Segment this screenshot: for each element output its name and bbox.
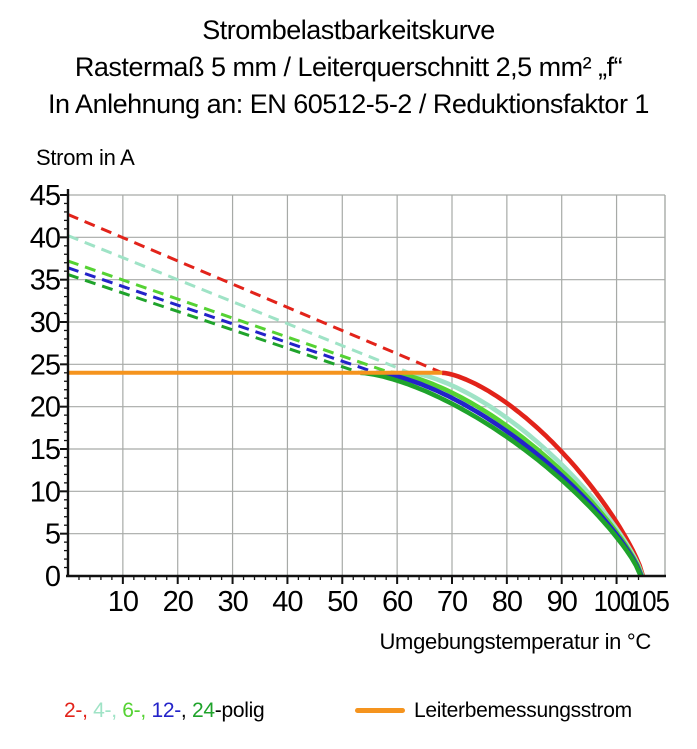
x-tick-label-90: 90	[547, 586, 577, 618]
y-tick-label-45: 45	[30, 180, 60, 212]
rated-current-swatch	[355, 708, 405, 713]
y-tick-label-20: 20	[30, 392, 60, 424]
curve-dashed-2-polig	[67, 213, 443, 375]
y-axis-title: Strom in A	[36, 145, 135, 170]
legend-pole-segment: 24	[192, 699, 215, 722]
legend-pole-segment: 6-,	[116, 699, 146, 722]
curve-dashed-4-polig	[67, 234, 411, 375]
curve-solid-6-polig	[390, 370, 644, 577]
y-tick-label-0: 0	[45, 561, 60, 593]
y-tick-label-40: 40	[30, 222, 60, 254]
chart-title-block: Strombelastbarkeitskurve Rastermaß 5 mm …	[0, 12, 697, 123]
y-tick-label-25: 25	[30, 349, 60, 381]
curve-dashed-6-polig	[67, 259, 392, 375]
x-axis-title: Umgebungstemperatur in °C	[379, 629, 651, 654]
axes	[60, 189, 666, 584]
chart-title-line1: Strombelastbarkeitskurve	[202, 15, 495, 45]
y-tick-label-30: 30	[30, 307, 60, 339]
legend-pole-segment: 4-,	[87, 699, 117, 722]
curve-solid-4-polig	[409, 370, 645, 577]
y-tick-label-10: 10	[30, 476, 60, 508]
x-tick-label-40: 40	[272, 586, 302, 618]
curve-dashed-24-polig	[67, 273, 361, 375]
x-tick-label-30: 30	[217, 586, 247, 618]
x-tick-label-100: 100	[594, 586, 634, 618]
x-tick-label-105: 105	[629, 586, 669, 618]
x-tick-label-80: 80	[492, 586, 522, 618]
legend-poles: 2-, 4-, 6-, 12-, 24-polig	[64, 699, 265, 723]
y-tick-label-5: 5	[45, 519, 60, 551]
legend-pole-segment: -polig	[214, 699, 265, 722]
rated-current-label: Leiterbemessungsstrom	[414, 699, 632, 722]
y-tick-label-15: 15	[30, 434, 60, 466]
legend-pole-segment: 12-	[145, 699, 181, 722]
curves	[67, 213, 646, 577]
legend-pole-segment: ,	[180, 699, 192, 722]
curve-dashed-12-polig	[67, 266, 377, 375]
x-tick-label-50: 50	[327, 586, 357, 618]
chart-title-line2: Rastermaß 5 mm / Leiterquerschnitt 2,5 m…	[74, 52, 623, 82]
x-tick-label-60: 60	[382, 586, 412, 618]
y-tick-label-35: 35	[30, 265, 60, 297]
x-tick-label-70: 70	[437, 586, 467, 618]
curve-solid-2-polig	[441, 370, 646, 577]
chart-title-line3: In Anlehnung an: EN 60512-5-2 / Reduktio…	[48, 89, 649, 119]
curve-solid-24-polig	[360, 370, 643, 577]
x-tick-label-20: 20	[163, 586, 193, 618]
x-tick-label-10: 10	[108, 586, 138, 618]
legend-pole-segment: 2-,	[64, 699, 88, 722]
